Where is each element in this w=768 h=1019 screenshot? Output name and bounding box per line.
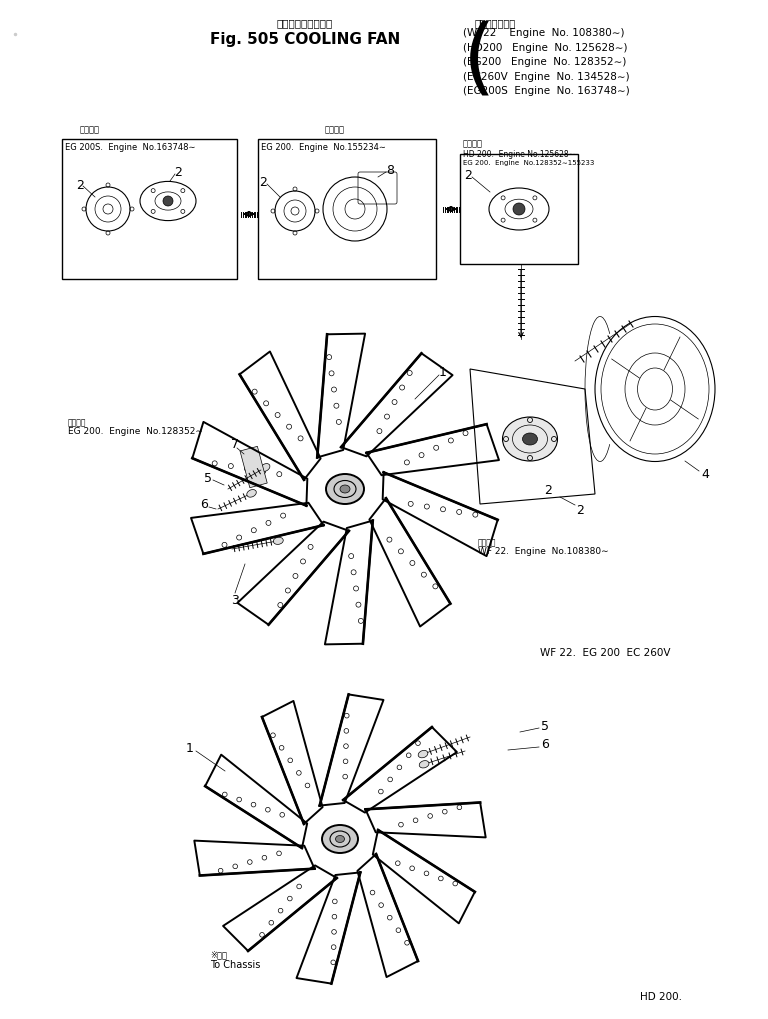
Text: 適用号機: 適用号機	[478, 537, 496, 546]
Text: Fig. 505 COOLING FAN: Fig. 505 COOLING FAN	[210, 32, 400, 47]
Text: To Chassis: To Chassis	[210, 959, 260, 969]
Text: ※体へ: ※体へ	[210, 949, 227, 958]
Ellipse shape	[326, 475, 364, 504]
Text: HD 200.  Engine No.125628∼: HD 200. Engine No.125628∼	[463, 150, 575, 159]
Ellipse shape	[502, 418, 558, 462]
Circle shape	[513, 204, 525, 216]
Text: 適用号機: 適用号機	[325, 125, 345, 133]
Text: 適　用　号　機: 適 用 号 機	[475, 18, 516, 28]
Text: (WF22    Engine  No. 108380∼): (WF22 Engine No. 108380∼)	[463, 28, 624, 38]
Text: (EC260V  Engine  No. 134528∼): (EC260V Engine No. 134528∼)	[463, 71, 630, 82]
Text: 適用号機: 適用号機	[80, 125, 100, 133]
Text: (EG200S  Engine  No. 163748∼): (EG200S Engine No. 163748∼)	[463, 86, 630, 96]
Text: EG 200S.  Engine  No.163748∼: EG 200S. Engine No.163748∼	[65, 143, 196, 152]
Text: 1: 1	[186, 741, 194, 754]
Text: EG 200.  Engine  No.155234∼: EG 200. Engine No.155234∼	[261, 143, 386, 152]
Ellipse shape	[336, 836, 345, 843]
Ellipse shape	[418, 751, 428, 758]
Text: 7: 7	[231, 438, 239, 451]
Text: クーリング　ファン: クーリング ファン	[277, 18, 333, 28]
Text: 6: 6	[541, 738, 549, 751]
Text: 6: 6	[200, 498, 208, 511]
Text: 2: 2	[576, 503, 584, 516]
Text: 1: 1	[439, 365, 447, 378]
Text: WF 22.  EG 200  EC 260V: WF 22. EG 200 EC 260V	[540, 647, 670, 657]
Text: 5: 5	[541, 718, 549, 732]
Ellipse shape	[340, 485, 350, 493]
Text: 3: 3	[231, 593, 239, 606]
Text: 2: 2	[544, 483, 552, 496]
Ellipse shape	[419, 761, 429, 768]
Ellipse shape	[522, 433, 538, 445]
Ellipse shape	[260, 464, 270, 472]
Text: WF 22.  Engine  No.108380∼: WF 22. Engine No.108380∼	[478, 546, 608, 555]
Circle shape	[163, 197, 173, 207]
Text: 適用号機: 適用号機	[463, 139, 483, 148]
Ellipse shape	[273, 538, 283, 545]
Text: EG 200.  Engine  No.128352∼155233: EG 200. Engine No.128352∼155233	[463, 160, 594, 166]
Bar	[62, 140, 237, 280]
Ellipse shape	[322, 825, 358, 853]
Bar	[460, 155, 578, 265]
Text: 4: 4	[701, 468, 709, 481]
Text: 2: 2	[76, 178, 84, 192]
Text: 2: 2	[259, 175, 267, 189]
Text: (: (	[463, 20, 495, 101]
Text: (HD200   Engine  No. 125628∼): (HD200 Engine No. 125628∼)	[463, 43, 627, 52]
Bar	[240, 447, 267, 488]
Text: (EG200   Engine  No. 128352∼): (EG200 Engine No. 128352∼)	[463, 57, 627, 67]
Text: 適用号機: 適用号機	[68, 418, 87, 427]
Bar	[258, 140, 436, 280]
Text: 2: 2	[174, 165, 182, 178]
Text: 8: 8	[386, 163, 394, 176]
Text: 2: 2	[464, 168, 472, 181]
Text: EG 200.  Engine  No.128352∼: EG 200. Engine No.128352∼	[68, 427, 203, 435]
Text: 5: 5	[204, 471, 212, 484]
Text: HD 200.: HD 200.	[640, 991, 682, 1001]
Ellipse shape	[247, 490, 257, 497]
